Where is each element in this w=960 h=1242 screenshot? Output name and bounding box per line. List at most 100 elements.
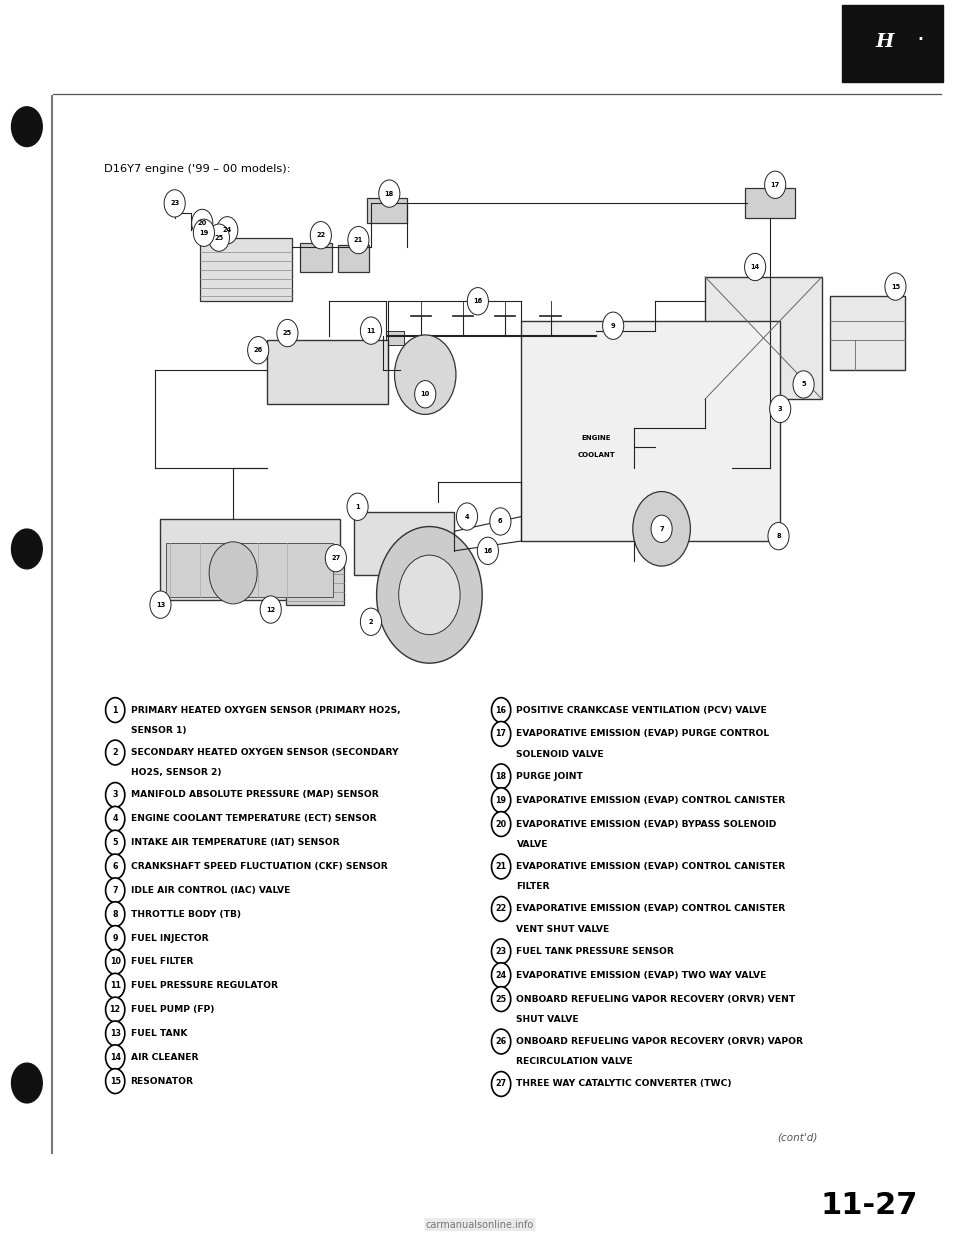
- Circle shape: [310, 221, 331, 248]
- Text: 21: 21: [495, 862, 507, 871]
- Bar: [267, 340, 388, 404]
- Text: 18: 18: [495, 771, 507, 781]
- Text: 19: 19: [200, 230, 208, 236]
- Text: 1: 1: [112, 705, 118, 714]
- Circle shape: [415, 380, 436, 407]
- Circle shape: [764, 171, 785, 199]
- Text: 7: 7: [660, 525, 664, 532]
- Circle shape: [633, 492, 690, 566]
- Circle shape: [106, 1021, 125, 1046]
- Circle shape: [347, 493, 368, 520]
- Text: PRIMARY HEATED OXYGEN SENSOR (PRIMARY HO2S,: PRIMARY HEATED OXYGEN SENSOR (PRIMARY HO…: [131, 705, 400, 714]
- Text: 13: 13: [156, 601, 165, 607]
- Text: 2: 2: [112, 748, 118, 758]
- Text: 11-27: 11-27: [821, 1191, 918, 1220]
- Text: 10: 10: [420, 391, 430, 397]
- Text: 12: 12: [109, 1005, 121, 1013]
- Text: D16Y7 engine ('99 – 00 models):: D16Y7 engine ('99 – 00 models):: [104, 164, 290, 174]
- Text: ·: ·: [917, 27, 924, 52]
- Text: 13: 13: [109, 1028, 121, 1038]
- Text: EVAPORATIVE EMISSION (EVAP) CONTROL CANISTER: EVAPORATIVE EMISSION (EVAP) CONTROL CANI…: [516, 862, 785, 871]
- Bar: [705, 277, 822, 399]
- Circle shape: [492, 963, 511, 987]
- Text: 27: 27: [331, 555, 341, 561]
- Circle shape: [492, 764, 511, 789]
- Text: THROTTLE BODY (TB): THROTTLE BODY (TB): [131, 909, 241, 919]
- Text: AIR CLEANER: AIR CLEANER: [131, 1053, 198, 1062]
- Text: VENT SHUT VALVE: VENT SHUT VALVE: [516, 925, 610, 934]
- Text: 22: 22: [495, 904, 507, 913]
- Circle shape: [492, 986, 511, 1011]
- Text: 16: 16: [495, 705, 507, 714]
- Text: 24: 24: [223, 227, 232, 233]
- Circle shape: [770, 395, 791, 422]
- Bar: [745, 188, 795, 219]
- Circle shape: [492, 1030, 511, 1054]
- Text: 5: 5: [112, 838, 118, 847]
- Text: SENSOR 1): SENSOR 1): [131, 725, 186, 735]
- Text: 7: 7: [112, 886, 118, 894]
- Circle shape: [468, 288, 489, 315]
- Bar: [338, 245, 370, 272]
- Text: SECONDARY HEATED OXYGEN SENSOR (SECONDARY: SECONDARY HEATED OXYGEN SENSOR (SECONDAR…: [131, 748, 398, 758]
- Bar: [354, 512, 454, 575]
- Text: 14: 14: [751, 265, 759, 270]
- Circle shape: [793, 371, 814, 399]
- Text: 4: 4: [112, 815, 118, 823]
- Text: carmanualsonline.info: carmanualsonline.info: [426, 1220, 534, 1230]
- Circle shape: [360, 317, 381, 344]
- Text: 9: 9: [112, 934, 118, 943]
- Circle shape: [651, 515, 672, 543]
- Circle shape: [492, 811, 511, 836]
- Text: FUEL TANK: FUEL TANK: [131, 1028, 187, 1038]
- Text: POSITIVE CRANKCASE VENTILATION (PCV) VALVE: POSITIVE CRANKCASE VENTILATION (PCV) VAL…: [516, 705, 767, 714]
- Text: ONBOARD REFUELING VAPOR RECOVERY (ORVR) VAPOR: ONBOARD REFUELING VAPOR RECOVERY (ORVR) …: [516, 1037, 804, 1046]
- Circle shape: [492, 939, 511, 964]
- Circle shape: [379, 180, 400, 207]
- Text: (cont'd): (cont'd): [778, 1133, 818, 1143]
- Text: 17: 17: [771, 181, 780, 188]
- Text: EVAPORATIVE EMISSION (EVAP) CONTROL CANISTER: EVAPORATIVE EMISSION (EVAP) CONTROL CANI…: [516, 904, 785, 913]
- Circle shape: [492, 897, 511, 922]
- Circle shape: [12, 107, 42, 147]
- Bar: [842, 5, 943, 82]
- Text: 3: 3: [778, 406, 782, 412]
- Text: 4: 4: [465, 514, 469, 519]
- Text: 12: 12: [266, 606, 276, 612]
- Text: CRANKSHAFT SPEED FLUCTUATION (CKF) SENSOR: CRANKSHAFT SPEED FLUCTUATION (CKF) SENSO…: [131, 862, 387, 871]
- Circle shape: [248, 337, 269, 364]
- Circle shape: [106, 878, 125, 903]
- Text: SHUT VALVE: SHUT VALVE: [516, 1015, 579, 1023]
- Circle shape: [106, 997, 125, 1022]
- Text: 26: 26: [253, 348, 263, 353]
- Text: 11: 11: [109, 981, 121, 990]
- Text: 8: 8: [777, 533, 780, 539]
- Circle shape: [164, 190, 185, 217]
- Bar: [160, 519, 340, 600]
- Text: 19: 19: [495, 796, 507, 805]
- Text: 25: 25: [214, 235, 224, 241]
- Text: IDLE AIR CONTROL (IAC) VALVE: IDLE AIR CONTROL (IAC) VALVE: [131, 886, 290, 894]
- Circle shape: [492, 722, 511, 746]
- Text: RESONATOR: RESONATOR: [131, 1077, 194, 1086]
- Circle shape: [603, 312, 624, 339]
- Text: EVAPORATIVE EMISSION (EVAP) BYPASS SOLENOID: EVAPORATIVE EMISSION (EVAP) BYPASS SOLEN…: [516, 820, 777, 828]
- Circle shape: [106, 806, 125, 831]
- Bar: [166, 544, 333, 597]
- Circle shape: [325, 544, 347, 571]
- Text: 27: 27: [495, 1079, 507, 1088]
- Bar: [521, 320, 780, 542]
- Bar: [367, 197, 407, 224]
- Bar: [300, 242, 332, 272]
- Text: THREE WAY CATALYTIC CONVERTER (TWC): THREE WAY CATALYTIC CONVERTER (TWC): [516, 1079, 732, 1088]
- Bar: [200, 237, 292, 302]
- Text: 11: 11: [367, 328, 375, 334]
- Text: 2: 2: [369, 619, 373, 625]
- Bar: [104, 184, 939, 673]
- Text: FUEL FILTER: FUEL FILTER: [131, 958, 193, 966]
- Text: 17: 17: [495, 729, 507, 739]
- Text: 22: 22: [316, 232, 325, 238]
- Text: 24: 24: [495, 971, 507, 980]
- Text: INTAKE AIR TEMPERATURE (IAT) SENSOR: INTAKE AIR TEMPERATURE (IAT) SENSOR: [131, 838, 339, 847]
- Text: FILTER: FILTER: [516, 882, 550, 892]
